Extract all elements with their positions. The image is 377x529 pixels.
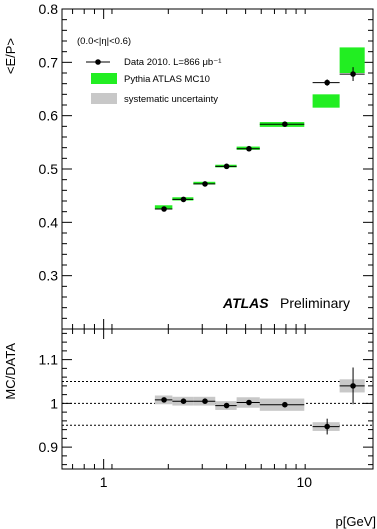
data-point	[161, 206, 167, 212]
ratio-y-axis-label: MC/DATA	[3, 343, 18, 400]
data-point	[350, 71, 356, 77]
data-point	[324, 79, 330, 86]
ratio-point	[202, 398, 208, 404]
mc-box	[339, 47, 365, 73]
ratio-point	[180, 398, 187, 404]
main-y-tick-label: 0.7	[39, 54, 59, 70]
main-y-tick-label: 0.5	[39, 161, 59, 177]
ratio-point	[161, 397, 167, 403]
x-tick-label: 10	[297, 474, 313, 490]
ratio-y-tick-label: 0.9	[39, 439, 59, 455]
ratio-point	[246, 399, 252, 406]
x-tick-label: 1	[100, 474, 108, 490]
mc-box	[312, 94, 340, 108]
atlas-label: ATLAS	[222, 295, 269, 311]
main-y-tick-label: 0.8	[39, 1, 59, 17]
ratio-plot-frame	[61, 328, 374, 470]
ratio-point	[223, 402, 230, 409]
ratio-point	[350, 383, 356, 389]
data-point	[202, 181, 208, 187]
ratio-y-tick-label: 1	[50, 395, 58, 411]
ratio-panel: 0.9 1 1.1 1 10	[39, 328, 374, 490]
legend-data-marker	[95, 59, 101, 65]
legend-data-label: Data 2010. L=866 μb⁻¹	[124, 57, 221, 68]
main-y-axis-label: <E/P>	[3, 38, 18, 74]
legend-mc-swatch	[91, 73, 117, 84]
ratio-point	[324, 423, 330, 430]
legend-syst-swatch	[91, 93, 117, 104]
data-point	[282, 121, 288, 127]
data-point	[180, 196, 187, 203]
legend-syst-label: systematic uncertainty	[124, 94, 218, 105]
atlas-preliminary: Preliminary	[280, 295, 350, 311]
ratio-point	[282, 401, 288, 408]
data-point	[246, 145, 252, 152]
main-y-tick-label: 0.3	[39, 268, 59, 284]
main-y-tick-label: 0.6	[39, 108, 59, 124]
main-y-tick-label: 0.4	[39, 214, 59, 230]
legend-mc-label: Pythia ATLAS MC10	[124, 74, 210, 85]
legend: Data 2010. L=866 μb⁻¹ Pythia ATLAS MC10 …	[86, 57, 221, 105]
ratio-y-tick-label: 1.1	[39, 352, 59, 368]
data-point	[223, 163, 230, 170]
main-panel: 0.3 0.4 0.5 0.6 0.7 0.8	[39, 1, 374, 330]
x-axis-label: p[GeV]	[336, 514, 376, 529]
eta-range-label: (0.0<|η|<0.6)	[77, 36, 131, 47]
